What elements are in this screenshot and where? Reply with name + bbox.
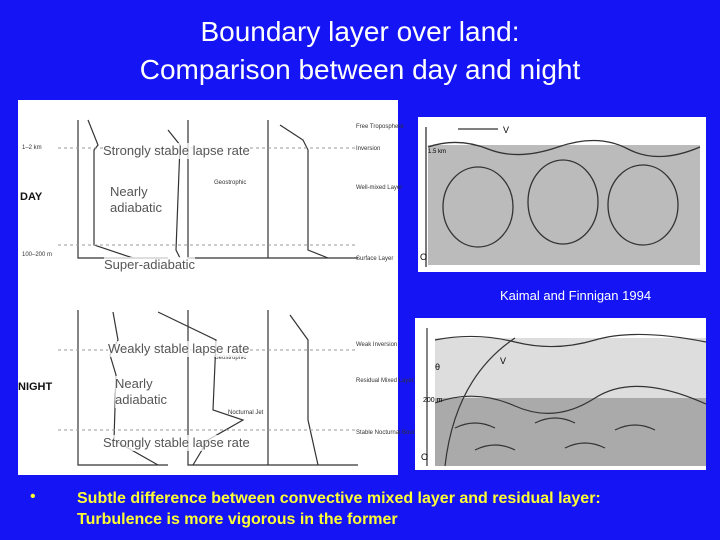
image-label: 200 m — [423, 397, 443, 404]
image-label: θ — [435, 362, 440, 372]
row-label: NIGHT — [18, 381, 53, 393]
title-line: Boundary layer over land: — [200, 16, 520, 47]
image-label: O — [420, 252, 427, 262]
bullet-marker: • — [30, 488, 36, 505]
row-label: DAY — [20, 191, 43, 203]
night-image: θ V 200 m O — [415, 318, 706, 470]
annotation: Super-adiabatic — [104, 257, 196, 273]
profile-figure — [18, 100, 398, 475]
title-line: Comparison between day and night — [139, 54, 581, 85]
annotation: Strongly stable lapse rate — [103, 435, 250, 451]
layer-label: Surface Layer — [356, 256, 394, 262]
height-label: 1–2 km — [22, 145, 42, 151]
bullet-text: Subtle difference between convective mix… — [77, 490, 601, 528]
annotation: Nearly adiabatic — [115, 376, 175, 408]
layer-label: Free Troposphere — [356, 124, 404, 130]
caption: Kaimal and Finnigan 1994 — [500, 288, 652, 303]
height-label: 100–200 m — [22, 252, 53, 258]
layer-label: Stable Nocturnal Boundary Layer — [356, 430, 445, 436]
annotation: Nearly adiabatic — [110, 184, 170, 216]
profile-label: Nocturnal Jet — [228, 410, 264, 416]
layer-label: Well-mixed Layer — [356, 185, 403, 191]
image-label: V — [503, 125, 509, 135]
layer-label: Residual Mixed Layer — [356, 378, 414, 384]
image-label: 1.5 km — [428, 149, 446, 155]
layer-label: Inversion — [356, 146, 381, 152]
layer-label: Weak Inversion — [356, 342, 398, 348]
profile-label: Geostrophic — [214, 180, 247, 186]
image-label: O — [421, 452, 428, 462]
profile-label: Geostrophic — [214, 355, 247, 361]
image-label: V — [500, 356, 506, 366]
annotation: Strongly stable lapse rate — [103, 143, 250, 159]
day-image: V 1.5 km O — [418, 117, 706, 272]
annotation: Weakly stable lapse rate — [108, 341, 250, 357]
